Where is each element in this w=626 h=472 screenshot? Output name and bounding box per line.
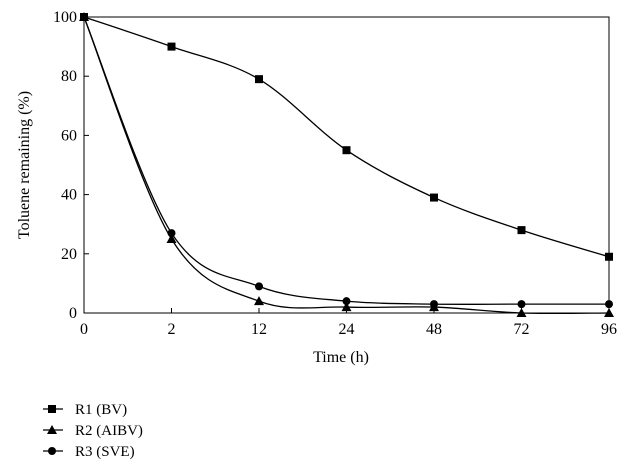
circle-marker xyxy=(517,300,526,309)
series-2 xyxy=(79,12,614,317)
triangle-marker xyxy=(341,302,352,312)
legend-item: R3 (SVE) xyxy=(43,444,135,460)
x-tick-label: 96 xyxy=(601,321,617,338)
y-tick-label: 0 xyxy=(69,305,77,322)
y-tick-label: 40 xyxy=(61,187,77,204)
series-layer xyxy=(79,12,614,317)
x-tick-label: 12 xyxy=(251,321,267,338)
y-tick-label: 100 xyxy=(53,9,77,26)
square-marker xyxy=(430,193,438,202)
series-line xyxy=(83,16,610,315)
y-axis-label: Toluene remaining (%) xyxy=(16,91,33,239)
x-tick-label: 72 xyxy=(514,321,530,338)
legend-item: R1 (BV) xyxy=(43,402,127,418)
y-tick-label: 60 xyxy=(61,127,77,144)
series-3 xyxy=(80,13,613,309)
circle-marker xyxy=(255,282,263,291)
square-marker xyxy=(517,226,526,235)
y-axis: 0 20 40 60 80 100 xyxy=(53,9,89,322)
square-marker xyxy=(255,75,263,84)
legend: R1 (BV) R2 (AIBV) R3 (SVE) xyxy=(43,402,143,460)
x-tick-label: 2 xyxy=(168,321,176,338)
y-tick-label: 20 xyxy=(61,246,77,263)
square-marker xyxy=(167,42,176,51)
legend-circle-marker xyxy=(48,447,56,455)
x-tick-label: 24 xyxy=(339,321,355,338)
circle-marker xyxy=(167,229,176,238)
legend-label: R2 (AIBV) xyxy=(75,423,143,439)
triangle-marker xyxy=(516,308,527,317)
plot-border xyxy=(83,16,610,314)
triangle-marker xyxy=(604,308,614,317)
series-1 xyxy=(80,13,613,261)
circle-marker xyxy=(80,13,88,21)
x-axis-label: Time (h) xyxy=(313,349,369,366)
triangle-marker xyxy=(166,234,177,243)
circle-marker xyxy=(605,300,613,309)
legend-triangle-marker xyxy=(47,425,57,434)
x-tick-label: 0 xyxy=(80,321,88,338)
plot-area xyxy=(83,16,610,314)
triangle-marker xyxy=(254,296,264,306)
circle-marker xyxy=(342,297,351,306)
square-marker xyxy=(605,252,613,261)
y-tick-label: 80 xyxy=(61,68,77,85)
legend-label: R1 (BV) xyxy=(75,402,127,418)
legend-label: R3 (SVE) xyxy=(75,444,135,460)
circle-marker xyxy=(430,300,438,309)
x-axis: 0 2 12 24 48 72 96 xyxy=(80,308,617,338)
legend-square-marker xyxy=(48,405,56,413)
square-marker xyxy=(342,146,351,155)
series-line xyxy=(83,16,610,305)
series-line xyxy=(83,16,610,258)
x-tick-label: 48 xyxy=(426,321,442,338)
legend-item: R2 (AIBV) xyxy=(43,423,143,439)
